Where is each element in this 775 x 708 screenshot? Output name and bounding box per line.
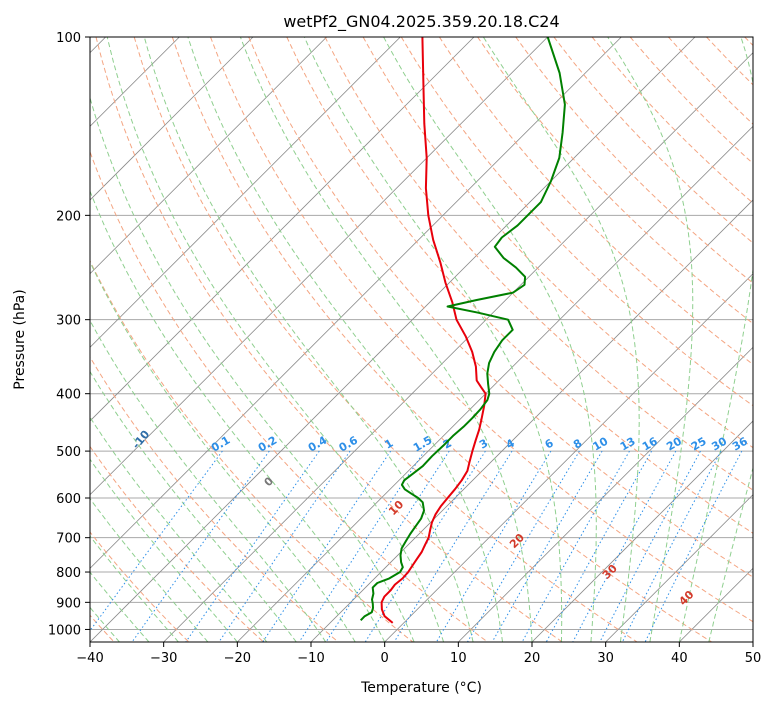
mixing-ratio-line bbox=[521, 450, 630, 642]
y-tick-label: 1000 bbox=[48, 623, 81, 638]
x-tick-label: −30 bbox=[150, 651, 177, 666]
mixing-ratio-line bbox=[599, 450, 701, 642]
x-axis-label: Temperature (°C) bbox=[360, 680, 482, 696]
isotherm-line bbox=[90, 37, 475, 422]
chart-title: wetPf2_GN04.2025.359.20.18.C24 bbox=[283, 12, 559, 32]
y-tick-label: 100 bbox=[56, 31, 81, 46]
sounding-profiles bbox=[359, 37, 566, 624]
y-tick-label: 500 bbox=[56, 445, 81, 460]
plot-background bbox=[90, 37, 753, 642]
moist-adiabat-line bbox=[106, 37, 445, 642]
moist-adiabat-line bbox=[90, 260, 356, 642]
y-axis-label: Pressure (hPa) bbox=[12, 289, 28, 389]
dry-adiabat-line bbox=[210, 37, 753, 623]
y-axis: 100 200 300 400 500 600 700 800 900 1000 bbox=[48, 31, 90, 638]
temperature-profile-line bbox=[380, 37, 487, 624]
y-tick-label: 700 bbox=[56, 532, 81, 547]
dry-adiabat-line bbox=[362, 37, 753, 449]
x-tick-label: 50 bbox=[745, 651, 762, 666]
isotherm-line bbox=[90, 37, 401, 348]
x-tick-label: 30 bbox=[597, 651, 614, 666]
dry-adiabat-line bbox=[438, 37, 753, 366]
x-tick-label: −10 bbox=[297, 651, 324, 666]
isotherm-line bbox=[90, 37, 254, 201]
moist-adiabat-line bbox=[90, 319, 327, 642]
moist-adiabat-line bbox=[383, 37, 597, 642]
mixing-ratio-line bbox=[545, 450, 653, 642]
isotherm-line bbox=[90, 37, 548, 496]
dry-adiabat-line bbox=[90, 150, 488, 642]
moist-adiabat-line bbox=[607, 37, 694, 642]
dry-adiabat-line bbox=[477, 37, 753, 325]
dry-adiabat-line bbox=[95, 37, 563, 642]
mixing-ratio-lines bbox=[90, 450, 743, 642]
y-tick-label: 600 bbox=[56, 492, 81, 507]
y-tick-label: 200 bbox=[56, 209, 81, 224]
dry-adiabat-line bbox=[248, 37, 753, 578]
moist-adiabat-line bbox=[90, 458, 238, 642]
dry-adiabat-line bbox=[133, 37, 638, 642]
x-tick-label: 20 bbox=[524, 651, 541, 666]
moist-adiabat-line bbox=[239, 37, 533, 642]
mixing-ratio-line bbox=[218, 450, 351, 642]
dry-adiabat-line bbox=[286, 37, 753, 534]
x-axis: −40 −30 −20 −10 0 10 20 30 40 50 bbox=[76, 642, 761, 666]
mixing-ratio-line bbox=[572, 450, 677, 642]
moist-adiabat-line bbox=[303, 37, 563, 642]
isotherm-line bbox=[752, 641, 753, 642]
dry-adiabats bbox=[90, 37, 753, 642]
isobar-gridlines bbox=[90, 37, 753, 630]
dewpoint-profile-line bbox=[359, 37, 566, 621]
moist-adiabat-line bbox=[482, 37, 640, 642]
mixing-ratio-line bbox=[298, 450, 425, 642]
dry-adiabat-line bbox=[90, 445, 264, 642]
x-tick-label: −20 bbox=[224, 651, 251, 666]
dry-adiabat-line bbox=[90, 356, 339, 642]
mixing-ratio-line bbox=[644, 450, 743, 642]
y-tick-label: 400 bbox=[56, 388, 81, 403]
x-tick-label: 40 bbox=[671, 651, 688, 666]
mixing-ratio-line bbox=[621, 450, 722, 642]
y-tick-label: 300 bbox=[56, 314, 81, 329]
isotherm-line bbox=[237, 125, 753, 642]
isotherm-line bbox=[90, 37, 696, 642]
y-tick-label: 800 bbox=[56, 566, 81, 581]
y-tick-label: 900 bbox=[56, 596, 81, 611]
moist-adiabat-line bbox=[143, 37, 474, 642]
mixing-ratio-line bbox=[185, 450, 320, 642]
mixing-ratio-line bbox=[90, 450, 223, 632]
x-tick-label: 0 bbox=[381, 651, 389, 666]
dry-adiabat-line bbox=[400, 37, 753, 407]
plot-area: 0.10.20.40.611.52346810131620253036-100-… bbox=[90, 37, 753, 642]
x-tick-label: 10 bbox=[450, 651, 467, 666]
plot-frame bbox=[89, 36, 754, 643]
moist-adiabat-line bbox=[90, 416, 268, 642]
mixing-ratio-line bbox=[491, 450, 603, 642]
dry-adiabat-line bbox=[90, 259, 414, 642]
dry-adiabat-line bbox=[515, 37, 753, 284]
mixing-ratio-line bbox=[262, 450, 392, 642]
moist-adiabat-line bbox=[678, 37, 753, 642]
dry-adiabat-line bbox=[171, 37, 712, 642]
moist-adiabats bbox=[90, 37, 753, 642]
x-tick-label: −40 bbox=[76, 651, 103, 666]
isotherm-line bbox=[90, 37, 327, 275]
isotherm-line bbox=[531, 420, 753, 642]
isotherm-line bbox=[384, 273, 753, 642]
dry-adiabat-line bbox=[90, 531, 190, 642]
moist-adiabat-line bbox=[708, 466, 753, 642]
mixing-ratio-line bbox=[393, 450, 513, 642]
isotherm-line bbox=[90, 37, 622, 569]
isotherm-line bbox=[605, 494, 753, 642]
moist-adiabat-line bbox=[90, 189, 386, 642]
